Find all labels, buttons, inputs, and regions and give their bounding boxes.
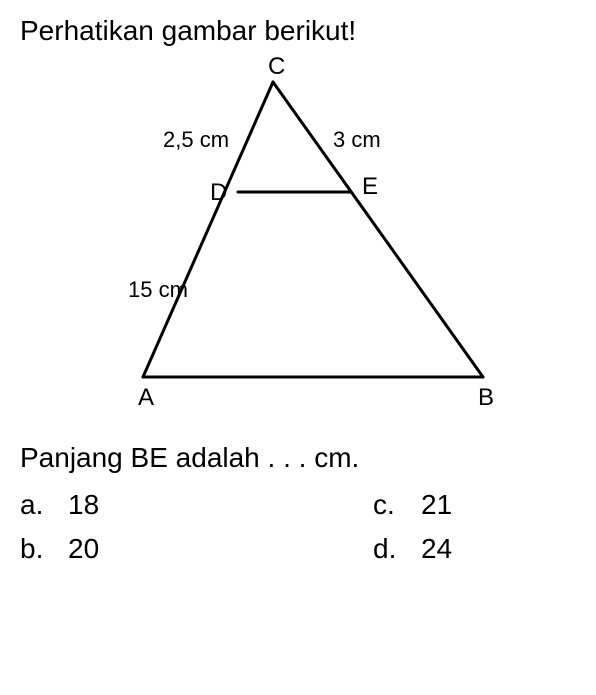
diagram-container: C D E A B 2,5 cm 3 cm 15 cm	[20, 57, 576, 412]
svg-text:E: E	[362, 173, 378, 200]
svg-text:D: D	[210, 179, 227, 206]
option-c-value: 21	[421, 489, 452, 521]
option-b: b. 20	[20, 533, 223, 565]
svg-text:C: C	[268, 57, 285, 80]
option-d: d. 24	[373, 533, 576, 565]
option-c: c. 21	[373, 489, 576, 521]
triangle-svg: C D E A B 2,5 cm 3 cm 15 cm	[88, 57, 508, 407]
triangle-diagram: C D E A B 2,5 cm 3 cm 15 cm	[88, 57, 508, 412]
question-text: Panjang BE adalah . . . cm.	[20, 442, 576, 474]
option-b-value: 20	[68, 533, 99, 565]
option-a: a. 18	[20, 489, 223, 521]
option-d-value: 24	[421, 533, 452, 565]
options-grid: a. 18 c. 21 b. 20 d. 24	[20, 489, 576, 565]
svg-text:3 cm: 3 cm	[333, 127, 381, 152]
svg-text:A: A	[138, 384, 154, 407]
option-d-letter: d.	[373, 533, 403, 565]
option-a-value: 18	[68, 489, 99, 521]
svg-text:2,5 cm: 2,5 cm	[163, 127, 229, 152]
page-title: Perhatikan gambar berikut!	[20, 15, 576, 47]
option-c-letter: c.	[373, 489, 403, 521]
option-b-letter: b.	[20, 533, 50, 565]
option-a-letter: a.	[20, 489, 50, 521]
svg-text:B: B	[478, 384, 494, 407]
svg-text:15 cm: 15 cm	[128, 277, 188, 302]
